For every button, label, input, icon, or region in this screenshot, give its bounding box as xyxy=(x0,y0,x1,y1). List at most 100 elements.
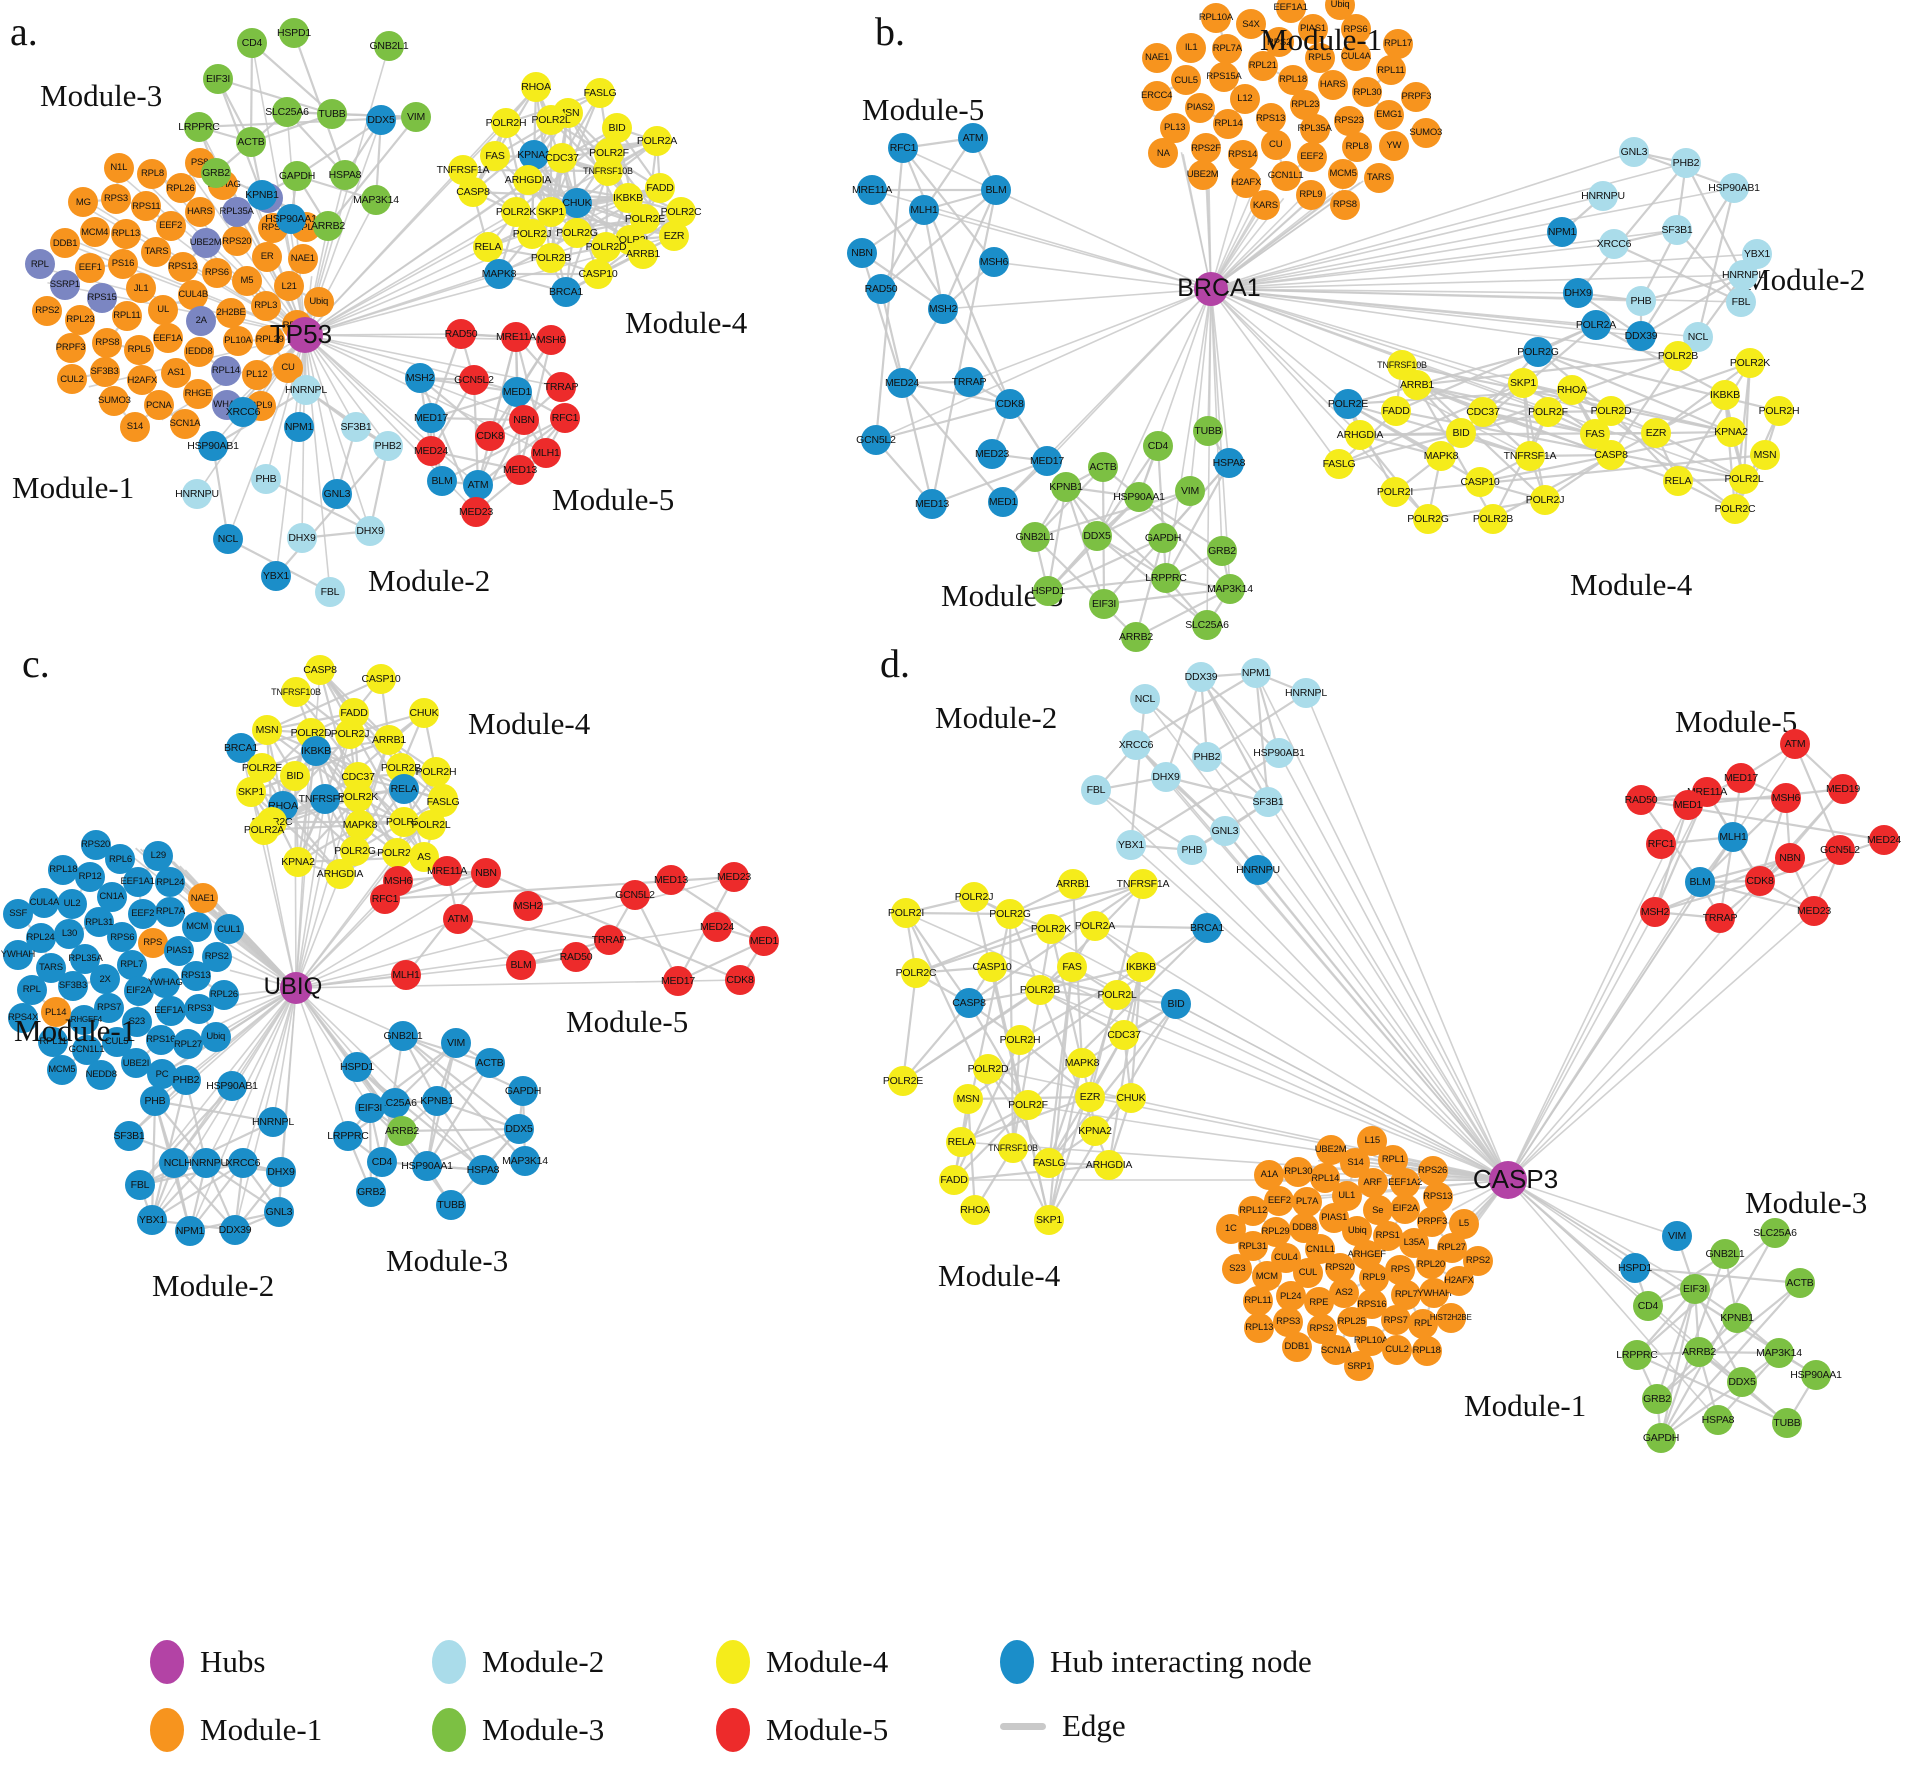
network-node[interactable]: CDC37 xyxy=(547,143,577,173)
network-node[interactable]: GRB2 xyxy=(1207,536,1237,566)
network-node[interactable]: ARHGDIA xyxy=(1345,420,1375,450)
network-node[interactable]: SKP1 xyxy=(1508,368,1538,398)
module-1-node[interactable]: MCM5 xyxy=(47,1055,77,1085)
network-node[interactable]: POLR2L xyxy=(1102,980,1132,1010)
network-node[interactable]: BLM xyxy=(981,175,1011,205)
network-node[interactable]: SF3B1 xyxy=(1253,787,1283,817)
module-1-node[interactable]: NAE1 xyxy=(1142,43,1172,73)
network-node[interactable]: BLM xyxy=(427,466,457,496)
network-node[interactable]: GCN5L2 xyxy=(620,880,650,910)
network-node[interactable]: CASP10 xyxy=(583,259,613,289)
network-node[interactable]: HNRNPL xyxy=(1728,260,1758,290)
network-node[interactable]: NCL xyxy=(213,524,243,554)
network-node[interactable]: RFC1 xyxy=(550,403,580,433)
network-node[interactable]: RELA xyxy=(389,774,419,804)
network-node[interactable]: MED24 xyxy=(887,368,917,398)
network-node[interactable]: CASP10 xyxy=(366,664,396,694)
network-node[interactable]: ACTB xyxy=(236,127,266,157)
module-1-node[interactable]: RPS26 xyxy=(1418,1156,1448,1186)
network-node[interactable]: FAS xyxy=(480,141,510,171)
network-node[interactable]: CDC37 xyxy=(1109,1020,1139,1050)
network-node[interactable]: POLR2D xyxy=(973,1054,1003,1084)
network-node[interactable]: MED23 xyxy=(1799,896,1829,926)
network-node[interactable]: YBX1 xyxy=(137,1205,167,1235)
network-node[interactable]: POLR2G xyxy=(995,899,1025,929)
network-node[interactable]: POLR2F xyxy=(1013,1090,1043,1120)
module-1-node[interactable]: RPL8 xyxy=(1342,132,1372,162)
network-node[interactable]: KPNB1 xyxy=(1722,1303,1752,1333)
module-1-node[interactable]: RPL18 xyxy=(48,855,78,885)
module-1-node[interactable]: CUL2 xyxy=(57,364,87,394)
network-node[interactable]: PHB xyxy=(251,464,281,494)
network-node[interactable]: MSH2 xyxy=(928,294,958,324)
module-1-node[interactable]: NEDD8 xyxy=(86,1060,116,1090)
network-node[interactable]: CASP8 xyxy=(954,988,984,1018)
network-node[interactable]: ACTB xyxy=(1088,452,1118,482)
network-node[interactable]: IKBKB xyxy=(1126,952,1156,982)
network-node[interactable]: MRE11A xyxy=(857,175,887,205)
network-node[interactable]: ARRB2 xyxy=(313,211,343,241)
network-node[interactable]: HSPA8 xyxy=(1214,448,1244,478)
network-node[interactable]: HSPD1 xyxy=(279,18,309,48)
network-node[interactable]: SF3B1 xyxy=(114,1121,144,1151)
module-1-node[interactable]: SUMO3 xyxy=(99,386,129,416)
network-node[interactable]: POLR2E xyxy=(888,1066,918,1096)
network-node[interactable]: KPNB1 xyxy=(1051,472,1081,502)
network-node[interactable]: ARHGDIA xyxy=(1094,1150,1124,1180)
network-node[interactable]: GNL3 xyxy=(1619,137,1649,167)
network-node[interactable]: TUBB xyxy=(436,1190,466,1220)
network-node[interactable]: KPNA2 xyxy=(1716,417,1746,447)
module-1-node[interactable]: PRPF3 xyxy=(1401,82,1431,112)
network-node[interactable]: POLR2B xyxy=(1025,975,1055,1005)
network-node[interactable]: HNRNPL xyxy=(291,375,321,405)
network-node[interactable]: VIM xyxy=(1662,1221,1692,1251)
module-1-node[interactable]: UBE2M xyxy=(1188,160,1218,190)
network-node[interactable]: POLR2B xyxy=(1663,341,1693,371)
network-node[interactable]: MED13 xyxy=(505,455,535,485)
network-node[interactable]: CASP10 xyxy=(1465,467,1495,497)
network-node[interactable]: SLC25A6 xyxy=(1760,1218,1790,1248)
network-node[interactable]: RAD50 xyxy=(561,942,591,972)
network-node[interactable]: MED17 xyxy=(1726,763,1756,793)
module-1-node[interactable]: UBE2M xyxy=(1316,1135,1346,1165)
module-1-node[interactable]: S14 xyxy=(120,412,150,442)
network-node[interactable]: TNFRSF10B xyxy=(281,677,311,707)
network-node[interactable]: EIF3I xyxy=(203,64,233,94)
network-node[interactable]: GCN5L2 xyxy=(1825,835,1855,865)
module-1-node[interactable]: PRPF3 xyxy=(1417,1207,1447,1237)
network-node[interactable]: DHX9 xyxy=(355,516,385,546)
network-node[interactable]: GNB2L1 xyxy=(374,31,404,61)
module-1-node[interactable]: NAE1 xyxy=(288,244,318,274)
module-1-node[interactable]: RPL7A xyxy=(155,897,185,927)
network-node[interactable]: TNFRSF10B xyxy=(593,156,623,186)
network-node[interactable]: MED24 xyxy=(1869,825,1899,855)
network-node[interactable]: MAPK8 xyxy=(1426,441,1456,471)
module-1-node[interactable]: RPL10A xyxy=(1201,3,1231,33)
network-node[interactable]: HSPD1 xyxy=(342,1052,372,1082)
network-node[interactable]: DDX5 xyxy=(1082,521,1112,551)
network-node[interactable]: ARRB1 xyxy=(1058,869,1088,899)
network-node[interactable]: HNRNPL xyxy=(258,1107,288,1137)
network-node[interactable]: DDX39 xyxy=(1186,662,1216,692)
network-node[interactable]: SKP1 xyxy=(236,777,266,807)
network-node[interactable]: TRRAP xyxy=(1705,903,1735,933)
network-node[interactable]: RAD50 xyxy=(866,274,896,304)
network-node[interactable]: POLR2C xyxy=(901,958,931,988)
network-node[interactable]: GNB2L1 xyxy=(1710,1239,1740,1269)
network-node[interactable]: POLR2H xyxy=(491,108,521,138)
network-node[interactable]: MED19 xyxy=(1828,774,1858,804)
module-1-node[interactable]: PL10A xyxy=(223,326,253,356)
network-node[interactable]: POLR2E xyxy=(1333,389,1363,419)
module-1-node[interactable]: RPS8 xyxy=(1330,190,1360,220)
network-node[interactable]: TUBB xyxy=(317,99,347,129)
network-node[interactable]: MED1 xyxy=(988,487,1018,517)
network-node[interactable]: MAP3K14 xyxy=(510,1146,540,1176)
network-node[interactable]: MED1 xyxy=(502,377,532,407)
network-node[interactable]: POLR2C xyxy=(1720,494,1750,524)
network-node[interactable]: EIF3I xyxy=(355,1093,385,1123)
network-node[interactable]: TNFRSF1A xyxy=(310,784,340,814)
network-node[interactable]: PHB2 xyxy=(171,1065,201,1095)
module-1-node[interactable]: SSF xyxy=(3,899,33,929)
network-node[interactable]: MSN xyxy=(953,1084,983,1114)
network-node[interactable]: DDX5 xyxy=(366,105,396,135)
